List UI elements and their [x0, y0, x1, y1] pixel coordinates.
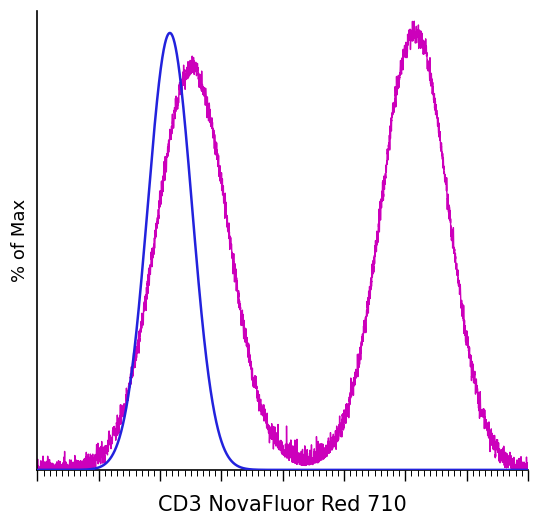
X-axis label: CD3 NovaFluor Red 710: CD3 NovaFluor Red 710: [158, 495, 407, 515]
Y-axis label: % of Max: % of Max: [11, 199, 29, 282]
